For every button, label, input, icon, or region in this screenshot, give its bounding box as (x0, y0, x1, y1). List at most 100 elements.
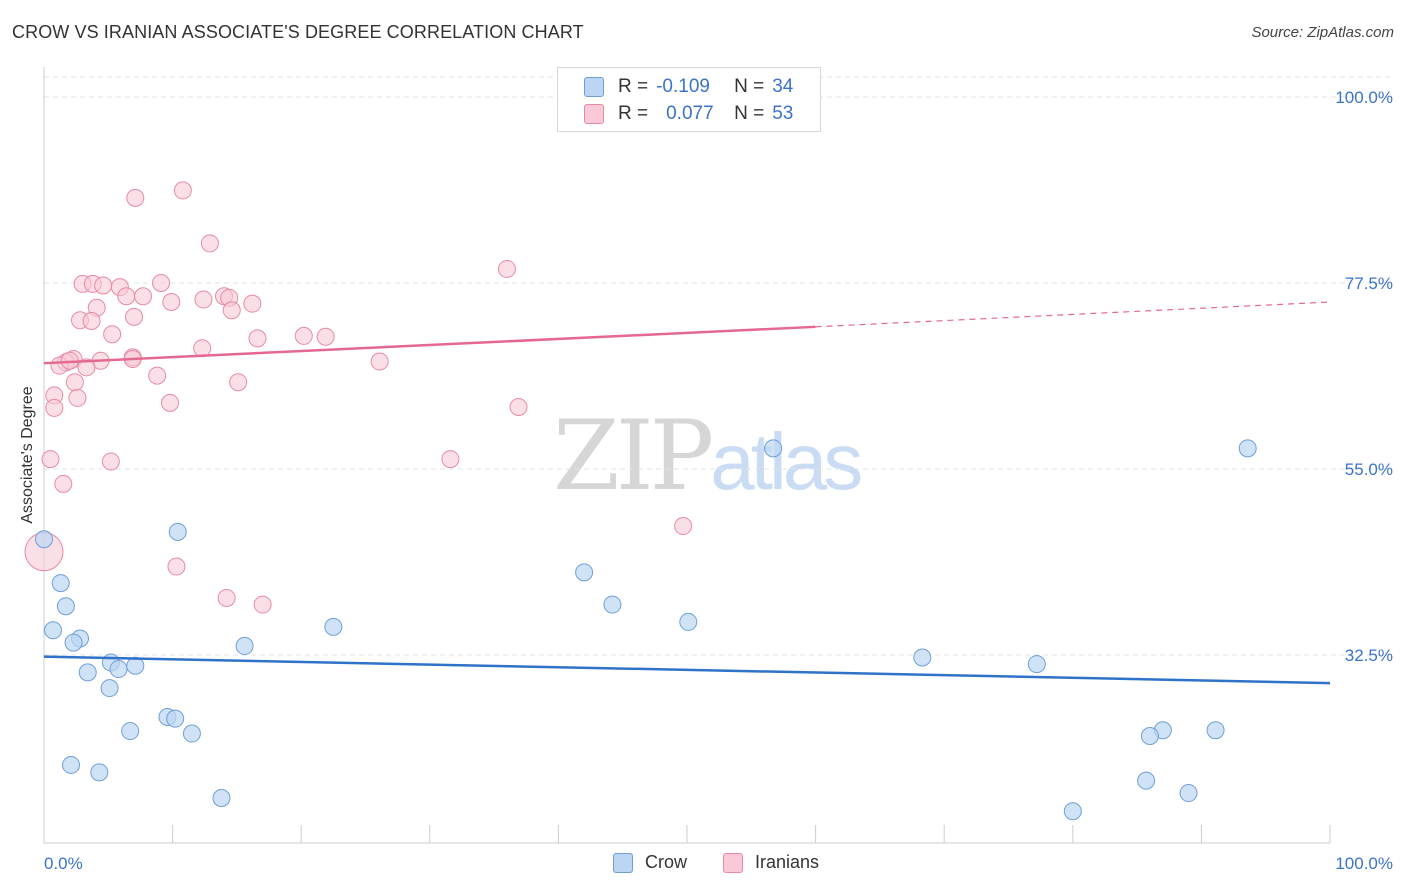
iranians-point (248, 329, 267, 348)
y-tick-label: 55.0% (1345, 460, 1393, 479)
crow-point (100, 679, 119, 698)
y-tick-label: 32.5% (1345, 646, 1393, 665)
crow-point (764, 439, 783, 458)
iranians-point (253, 595, 272, 614)
legend-iran-r-value: 0.077 (666, 103, 714, 124)
iranians-point (497, 259, 516, 278)
iranians-swatch (584, 104, 604, 124)
crow-point (212, 789, 231, 808)
iranians-point (200, 234, 219, 253)
iranians-point (65, 373, 84, 392)
iranians-point (509, 398, 528, 416)
legend-crow-n-value: 34 (772, 76, 794, 97)
y-tick-label: 100.0% (1335, 88, 1393, 107)
crow-swatch (584, 77, 604, 97)
crow-point (56, 597, 75, 616)
crow-point (1179, 784, 1198, 803)
iranians-point (82, 312, 101, 331)
iranians-point (126, 188, 145, 207)
iranians-point (217, 588, 236, 607)
iranians-point (173, 181, 192, 200)
iranians-point (125, 307, 144, 326)
legend-crow-r-value: -0.109 (656, 76, 710, 97)
iranians-point (441, 450, 460, 469)
iranians-point (162, 293, 181, 312)
legend-crow-r-label: R = (618, 76, 649, 97)
iranians-trend-line (43, 325, 816, 365)
crow-legend-swatch (613, 852, 633, 873)
source-label: Source: ZipAtlas.com (1251, 24, 1394, 41)
crow-point (1063, 802, 1082, 821)
crow-point (1137, 771, 1156, 790)
crow-point (90, 763, 109, 782)
watermark: ZIPatlas (553, 400, 863, 512)
legend-iran-n-label: N = (734, 103, 765, 124)
crow-point (913, 648, 932, 667)
iranians-point (370, 352, 389, 371)
iranians-point (161, 393, 180, 412)
crow-point (235, 636, 254, 655)
x-tick-label: 100.0% (1335, 854, 1393, 873)
correlation-legend: R = -0.109 N = 34 R = 0.077 N = 53 (557, 67, 821, 132)
x-tick-label: 0.0% (44, 854, 83, 873)
iranians-point (41, 450, 60, 469)
legend-crow-n-label: N = (734, 76, 765, 97)
crow-point (51, 574, 70, 593)
legend-item-crow: Crow (613, 852, 687, 873)
crow-point (35, 530, 53, 549)
iranians-point (222, 301, 241, 320)
y-tick-label: 77.5% (1345, 274, 1393, 293)
legend-iran-n-value: 53 (772, 103, 794, 124)
iranians-point (94, 276, 113, 295)
series-legend: Crow Iranians (0, 852, 1406, 878)
crow-point (1140, 727, 1159, 746)
crow-point (126, 656, 145, 675)
watermark-atlas: atlas (710, 417, 863, 506)
crow-point (121, 722, 140, 741)
crow-point (182, 724, 201, 743)
iranians-point (45, 398, 64, 417)
iranians-point (316, 327, 335, 346)
crow-point (44, 621, 63, 640)
iranians-point (77, 358, 96, 377)
iranians-point (243, 294, 262, 313)
iranians-legend-swatch (723, 852, 743, 873)
crow-point (62, 755, 81, 774)
crow-point (166, 709, 185, 728)
legend-row-iranians: R = 0.077 N = 53 (584, 101, 793, 127)
crow-point (78, 663, 97, 682)
crow-point (324, 617, 343, 636)
legend-iran-r-label: R = (618, 103, 649, 124)
iranians-point (294, 326, 313, 345)
crow-point (575, 563, 594, 582)
crow-point (1027, 655, 1046, 674)
watermark-zip: ZIP (553, 400, 714, 512)
iranians-point (117, 287, 136, 306)
legend-item-iranians: Iranians (723, 852, 819, 873)
crow-point (64, 633, 83, 652)
crow-point (603, 595, 622, 614)
iranians-point (134, 287, 153, 306)
iranians-point (54, 474, 73, 493)
crow-point (1238, 439, 1257, 458)
iranians-point (194, 290, 213, 309)
iranians-point (674, 517, 693, 536)
chart-title: CROW VS IRANIAN ASSOCIATE'S DEGREE CORRE… (12, 22, 584, 42)
iranians-point (229, 373, 248, 392)
iranians-point (152, 274, 171, 292)
legend-row-crow: R = -0.109 N = 34 (584, 74, 793, 100)
legend-iranians-label: Iranians (755, 852, 820, 872)
crow-point (109, 660, 128, 679)
crow-trend-line (43, 655, 1331, 685)
crow-point (1206, 721, 1225, 740)
iranians-point (148, 366, 167, 385)
iranians-point (101, 452, 120, 471)
crow-point (679, 612, 698, 631)
iranians-point (103, 325, 122, 344)
iranians-point (167, 557, 186, 576)
crow-point (168, 522, 187, 541)
iranians-trend-extension (815, 301, 1331, 328)
iranians-point (68, 388, 87, 407)
legend-crow-label: Crow (645, 852, 688, 872)
